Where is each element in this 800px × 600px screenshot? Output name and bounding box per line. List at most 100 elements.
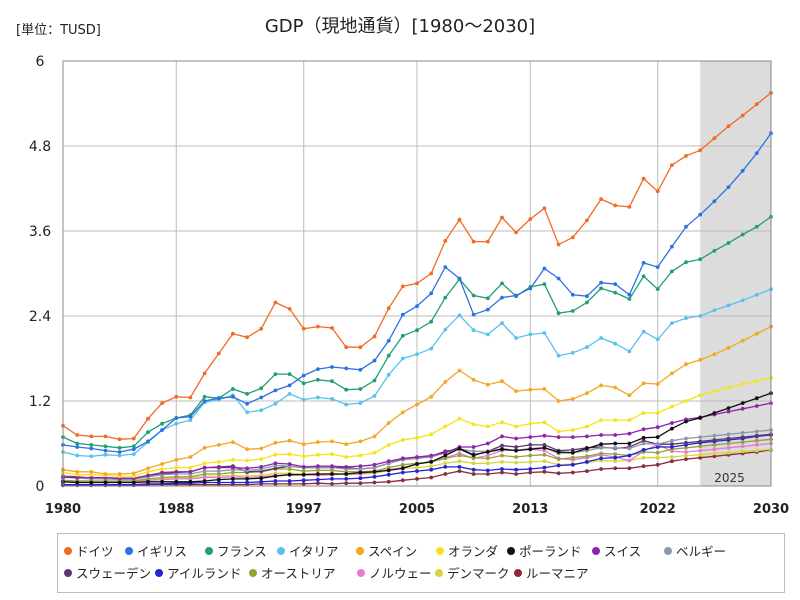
legend-marker: [357, 568, 365, 577]
series-point: [698, 212, 703, 217]
series-point: [202, 475, 207, 480]
legend-label: ポーランド: [519, 544, 582, 559]
series-point: [684, 224, 688, 229]
series-point: [670, 442, 674, 447]
series-point: [627, 418, 632, 422]
unit-label: [単位：TUSD]: [16, 23, 101, 38]
x-tick-label: 1988: [158, 502, 194, 517]
series-1: [61, 131, 773, 454]
series-point: [117, 472, 122, 476]
series-point: [372, 462, 377, 467]
series-point: [698, 452, 703, 457]
legend-item: ポーランド: [507, 541, 582, 560]
series-point: [273, 479, 278, 483]
series-point: [556, 435, 561, 439]
series-point: [670, 163, 674, 168]
series-point: [131, 436, 136, 441]
series-point: [698, 435, 703, 439]
series-point: [316, 377, 320, 382]
series-point: [500, 281, 504, 286]
series-point: [485, 456, 490, 461]
series-point: [160, 479, 165, 484]
series-point: [599, 467, 603, 471]
series-point: [485, 239, 490, 244]
series-point: [500, 434, 504, 439]
series-point: [627, 446, 632, 451]
series-point: [202, 465, 207, 470]
series-point: [585, 300, 589, 305]
series-point: [754, 448, 759, 453]
series-point: [670, 269, 674, 274]
series-point: [698, 393, 703, 398]
series-point: [613, 459, 618, 464]
series-point: [740, 113, 745, 118]
series-point: [542, 469, 547, 474]
series-point: [570, 455, 575, 460]
series-point: [117, 450, 122, 454]
series-point: [372, 465, 377, 470]
series-point: [754, 379, 759, 384]
series-point: [556, 242, 561, 247]
series-point: [457, 465, 462, 469]
series-point: [344, 387, 349, 392]
series-point: [202, 469, 207, 473]
series-point: [726, 450, 731, 455]
series-point: [585, 424, 589, 429]
series-point: [627, 205, 632, 209]
series-point: [400, 312, 405, 317]
series-point: [655, 287, 660, 291]
series-point: [443, 265, 448, 269]
series-point: [188, 469, 193, 474]
series-point: [570, 428, 575, 432]
series-point: [131, 480, 136, 485]
axis-layer: 0 1.2 2.4 3.6 4.8 6 1980 1988 1997 2005 2013 2022 20…: [29, 54, 789, 517]
series-point: [287, 472, 292, 477]
series-point: [585, 345, 589, 350]
series-point: [415, 435, 419, 440]
legend-item: イギリス: [125, 541, 187, 560]
series-point: [613, 455, 618, 460]
x-tick-label: 1980: [45, 502, 81, 517]
series-point: [259, 395, 264, 400]
series-point: [386, 306, 391, 311]
series-point: [174, 474, 179, 479]
series-point: [273, 474, 278, 478]
series-point: [500, 453, 504, 458]
series-point: [316, 395, 320, 400]
series-point: [726, 406, 731, 410]
series-point: [485, 450, 490, 454]
legend-label: ノルウェー: [369, 566, 432, 581]
series-point: [216, 443, 221, 447]
series-point: [344, 345, 349, 350]
series-point: [500, 460, 504, 464]
series-point: [259, 457, 264, 461]
series-point: [655, 411, 660, 415]
legend-label: オランダ: [448, 544, 499, 559]
series-point: [457, 453, 462, 458]
series-point: [457, 416, 462, 421]
series-point: [698, 257, 703, 262]
legend-item: フランス: [205, 541, 267, 560]
legend-marker: [514, 568, 522, 577]
series-point: [528, 447, 533, 452]
series-point: [655, 425, 660, 430]
series-point: [443, 456, 448, 461]
series-point: [613, 203, 618, 208]
series-point: [103, 434, 108, 439]
legend-marker: [664, 546, 672, 555]
series-point: [259, 479, 264, 484]
series-point: [698, 148, 703, 153]
series-point: [216, 460, 221, 464]
series-point: [117, 453, 122, 458]
legend-marker: [155, 568, 163, 577]
series-point: [613, 466, 618, 471]
series-point: [415, 455, 419, 459]
series-point: [485, 441, 490, 446]
plot-frame: [62, 60, 772, 487]
series-point: [146, 416, 150, 421]
series-point: [485, 453, 490, 458]
y-tick-label: 6: [36, 54, 45, 70]
series-point: [712, 248, 717, 253]
series-point: [599, 383, 603, 388]
